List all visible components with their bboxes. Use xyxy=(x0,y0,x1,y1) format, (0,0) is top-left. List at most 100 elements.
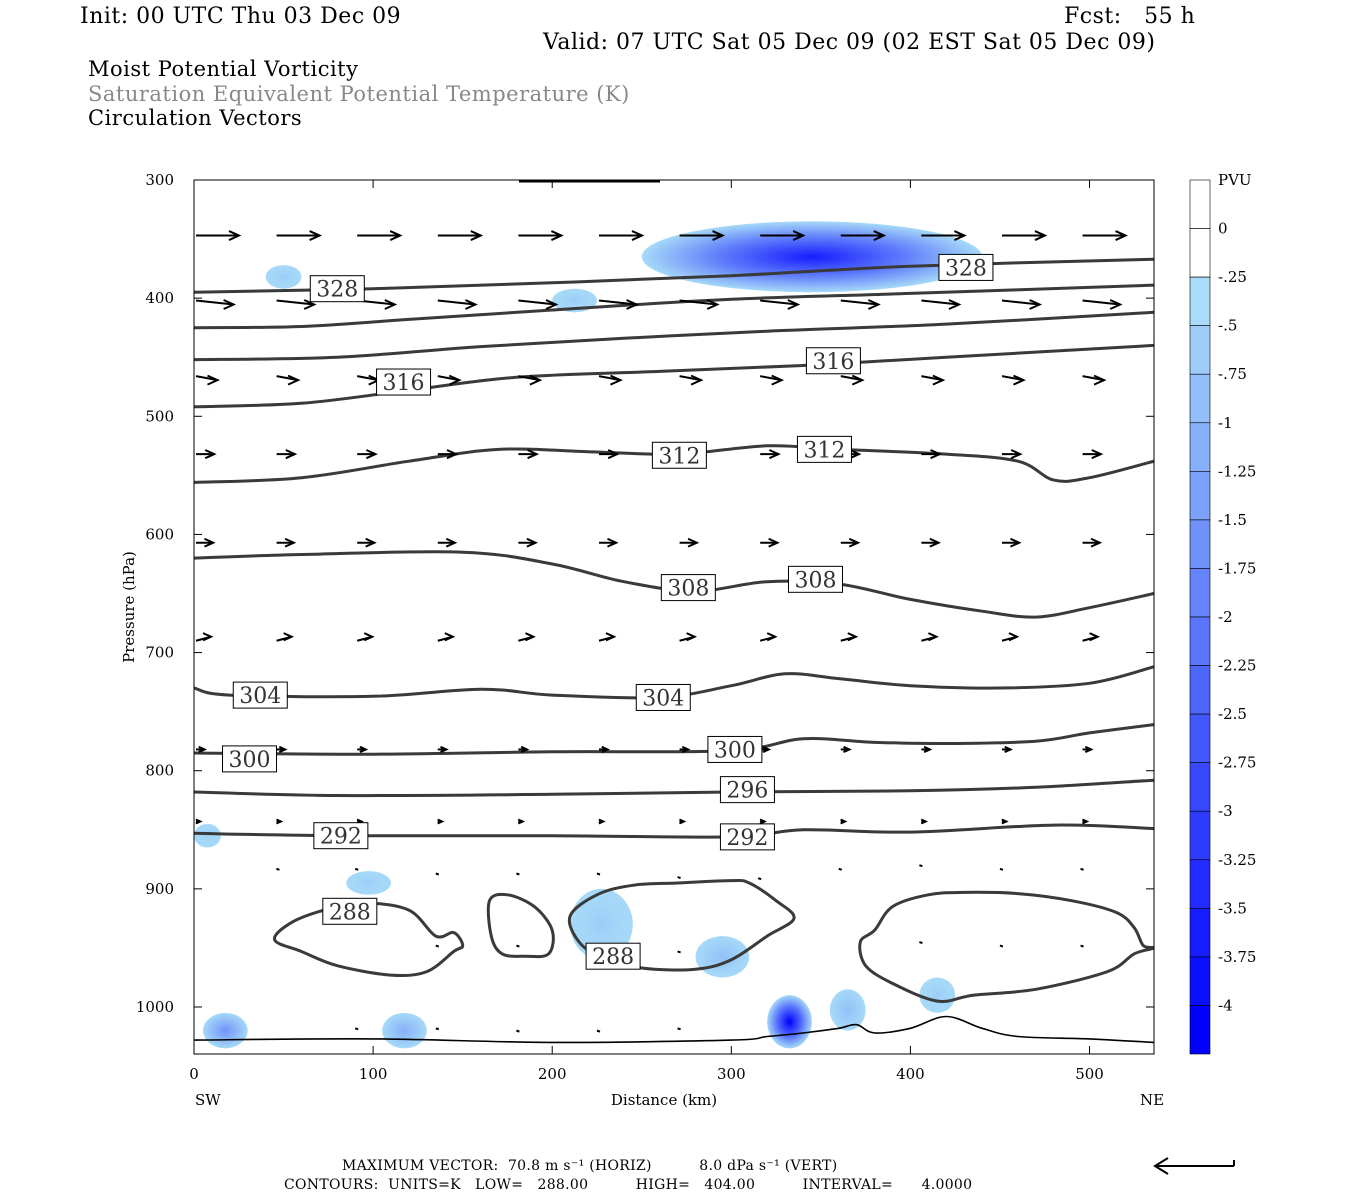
vector-arrow-small xyxy=(516,1029,520,1033)
colorbar-bin xyxy=(1189,325,1211,375)
circulation-vectors xyxy=(195,230,1128,1033)
contour-label: 328 xyxy=(316,278,358,303)
vector-arrowhead xyxy=(448,374,462,386)
x-end-label-sw: SW xyxy=(195,1091,221,1109)
valid-time: Valid: 07 UTC Sat 05 Dec 09 (02 EST Sat … xyxy=(543,30,1156,55)
x-tick-label: 100 xyxy=(359,1065,388,1083)
y-tick-label: 800 xyxy=(145,762,174,780)
contour-label: 304 xyxy=(642,686,684,711)
y-tick-label: 500 xyxy=(145,407,174,425)
colorbar-bin xyxy=(1189,1005,1211,1055)
x-tick-label: 500 xyxy=(1075,1065,1104,1083)
mpv-region xyxy=(829,989,866,1031)
vector-arrow xyxy=(437,299,476,306)
vector-arrowhead xyxy=(927,632,939,642)
colorbar-level-label: -4 xyxy=(1218,996,1233,1014)
vector-arrow xyxy=(518,299,557,306)
vector-arrowhead xyxy=(626,299,640,310)
vector-arrow xyxy=(679,299,718,306)
vector-arrow-small xyxy=(596,1029,601,1033)
contour-label-box xyxy=(322,897,378,925)
vector-arrowhead xyxy=(948,299,962,310)
vector-arrow xyxy=(1001,299,1040,306)
vector-arrowhead xyxy=(953,230,967,241)
colorbar-level-label: -2 xyxy=(1218,608,1233,626)
mpv-region xyxy=(570,888,633,960)
colorbar-level-label: -1.25 xyxy=(1218,462,1256,480)
vector-arrowhead xyxy=(529,374,543,386)
vector-arrowhead xyxy=(1034,230,1048,241)
contour-loop-288 xyxy=(858,890,1154,1004)
vector-arrowhead xyxy=(207,374,220,386)
reference-vector xyxy=(1153,1157,1235,1175)
vector-arrowhead xyxy=(840,818,848,825)
vector-arrowhead xyxy=(681,745,691,754)
vector-arrow-small xyxy=(1080,867,1084,871)
vector-arrow-small xyxy=(999,867,1004,871)
vector-arrow-small xyxy=(677,876,681,879)
vector-arrow-small xyxy=(919,941,923,944)
vector-arrowhead xyxy=(520,745,530,754)
vector-arrowhead xyxy=(768,537,780,548)
vector-arrowhead xyxy=(607,537,619,548)
vector-arrowhead xyxy=(849,449,862,460)
colorbar-bin xyxy=(1189,422,1211,472)
y-tick-label: 300 xyxy=(145,171,174,189)
field-title-vectors: Circulation Vectors xyxy=(88,106,303,130)
vector-arrowhead xyxy=(285,449,298,460)
vector-arrowhead xyxy=(204,449,217,460)
vector-arrowhead xyxy=(359,745,369,754)
vector-arrowhead xyxy=(464,299,478,310)
vector-arrowhead xyxy=(792,230,806,241)
vector-arrowhead xyxy=(526,537,539,548)
colorbar-level-label: -.75 xyxy=(1218,365,1247,383)
x-axis-label: Distance (km) xyxy=(611,1091,717,1109)
vector-arrow-small xyxy=(677,950,681,954)
contour-line-296 xyxy=(194,778,1154,798)
vector-arrowhead xyxy=(444,632,456,642)
vector-arrowhead xyxy=(601,745,611,754)
vector-arrowhead xyxy=(598,818,606,825)
vector-arrow-small xyxy=(838,867,843,871)
vector-arrowhead xyxy=(930,449,943,460)
vector-arrow-small xyxy=(435,944,440,948)
vector-arrow-small xyxy=(757,877,762,881)
vector-arrowhead xyxy=(223,299,237,310)
colorbar-level-label: -1 xyxy=(1218,414,1233,432)
colorbar-bin xyxy=(1189,471,1211,521)
vector-arrow-small xyxy=(276,867,280,871)
contour-line-300 xyxy=(194,723,1154,756)
vector-arrowhead xyxy=(867,299,881,310)
contour-label-box xyxy=(660,574,716,602)
vector-arrowhead xyxy=(631,230,645,241)
colorbar-level-label: -2.25 xyxy=(1218,657,1256,675)
vector-arrowhead xyxy=(712,230,726,241)
vector-arrowhead xyxy=(759,818,767,825)
mpv-shading xyxy=(194,221,983,1049)
vector-arrowhead xyxy=(1029,299,1043,310)
contour-line-320 xyxy=(194,310,1154,362)
vector-arrowhead xyxy=(766,632,778,642)
vector-arrowhead xyxy=(873,230,887,241)
vector-arrowhead xyxy=(1091,449,1104,460)
vector-arrow-small xyxy=(435,1027,440,1031)
vector-arrow-small xyxy=(596,872,601,876)
contour-labels: 328 328 316 316 312 312 308 308 304 304 300 300 296 2… xyxy=(222,253,994,970)
vector-arrowhead xyxy=(690,374,704,386)
plot-frame xyxy=(193,179,1155,1055)
vector-arrowhead xyxy=(303,299,317,310)
field-title-mpv: Moist Potential Vorticity xyxy=(88,57,359,81)
vector-arrowhead xyxy=(706,299,720,310)
vector-arrowhead xyxy=(1008,632,1020,642)
vector-arrowhead xyxy=(771,374,785,386)
vector-arrowhead xyxy=(1082,818,1090,825)
contour-label: 316 xyxy=(383,371,425,396)
colorbar-level-label: -1.75 xyxy=(1218,559,1256,577)
y-axis: 300 400 500 600 700 800 900 1000 Pressure (hPa) xyxy=(120,171,1154,1016)
vector-arrowhead xyxy=(276,818,284,825)
y-axis-label: Pressure (hPa) xyxy=(120,551,138,663)
vector-arrowhead xyxy=(1115,230,1128,241)
vector-arrowhead xyxy=(686,632,698,642)
vector-arrow xyxy=(760,299,798,306)
contour-loop-288 xyxy=(486,892,555,959)
